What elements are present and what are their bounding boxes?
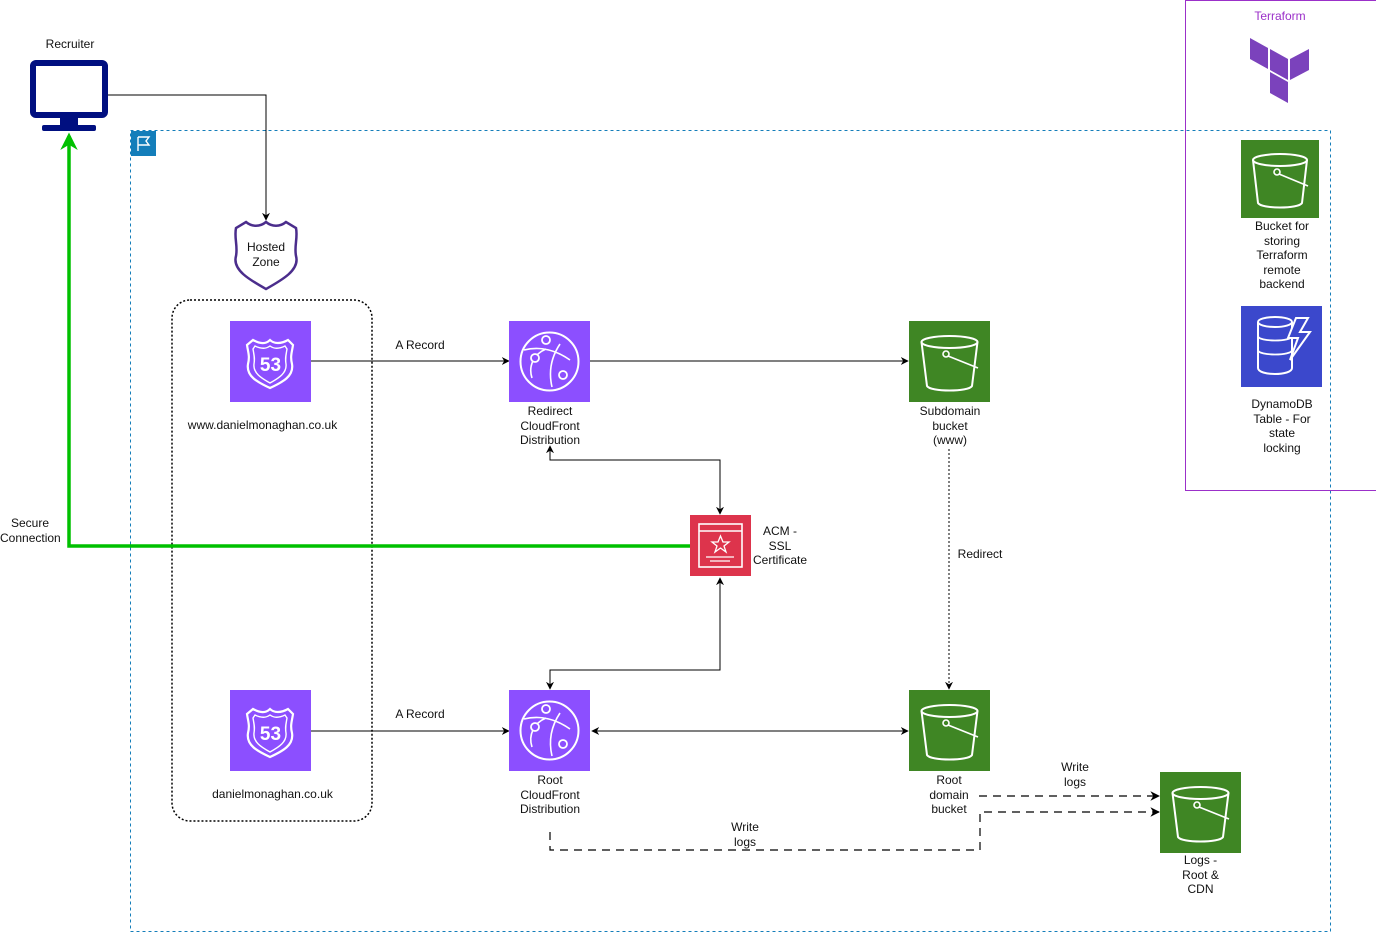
write-logs-bucket-label: Write logs bbox=[1061, 760, 1089, 789]
cloudfront-icon bbox=[509, 321, 590, 402]
s3-bucket-icon bbox=[1160, 772, 1241, 853]
terraform-logo bbox=[1250, 38, 1309, 103]
route53-icon bbox=[230, 321, 311, 402]
terraform-title: Terraform bbox=[1254, 9, 1306, 23]
a-record-bottom-label: A Record bbox=[395, 707, 445, 721]
hosted-zone-label: Hosted Zone bbox=[246, 240, 286, 269]
monitor-icon bbox=[30, 60, 108, 131]
a-record-top-label: A Record bbox=[395, 338, 445, 352]
terraform-group bbox=[1185, 0, 1376, 491]
root-bucket-label: Root domain bucket bbox=[929, 773, 969, 816]
root-cloudfront-label: Root CloudFront Distribution bbox=[519, 773, 581, 816]
edge-acm-rootcf bbox=[546, 577, 724, 690]
redirect-cloudfront-label: Redirect CloudFront Distribution bbox=[519, 404, 581, 447]
edge-secure-connection bbox=[60, 132, 690, 548]
s3-bucket-icon bbox=[909, 690, 990, 771]
s3-bucket-icon bbox=[1241, 140, 1319, 218]
terraform-bucket-label: Bucket for storing Terraform remote back… bbox=[1254, 219, 1310, 291]
root-domain-label: danielmonaghan.co.uk bbox=[212, 787, 333, 801]
certificate-icon bbox=[690, 515, 751, 576]
dynamodb-icon bbox=[1241, 306, 1322, 387]
route53-icon bbox=[230, 690, 311, 771]
secure-connection-label: Secure Connection bbox=[0, 516, 61, 545]
edge-redirectcf-acm bbox=[546, 445, 724, 515]
acm-label: ACM - SSL Certificate bbox=[752, 524, 808, 567]
edge-recruiter-hostedzone bbox=[108, 94, 270, 221]
dynamodb-label: DynamoDB Table - For state locking bbox=[1251, 397, 1313, 455]
logs-bucket-label: Logs - Root & CDN bbox=[1182, 853, 1219, 896]
s3-bucket-icon bbox=[909, 321, 990, 402]
recruiter-label: Recruiter bbox=[45, 37, 95, 51]
cloudfront-icon bbox=[509, 690, 590, 771]
edge-rootcf-logs bbox=[549, 807, 1160, 851]
redirect-label: Redirect bbox=[957, 547, 1003, 561]
subdomain-bucket-label: Subdomain bucket (www) bbox=[919, 404, 981, 447]
dns-records-group bbox=[171, 299, 373, 822]
route53-badge: 53 bbox=[260, 355, 281, 376]
www-domain-label: www.danielmonaghan.co.uk bbox=[187, 418, 338, 432]
write-logs-cdn-label: Write logs bbox=[731, 820, 759, 849]
route53-badge: 53 bbox=[260, 724, 281, 745]
flag-icon bbox=[131, 131, 156, 156]
shield-icon bbox=[234, 220, 298, 291]
